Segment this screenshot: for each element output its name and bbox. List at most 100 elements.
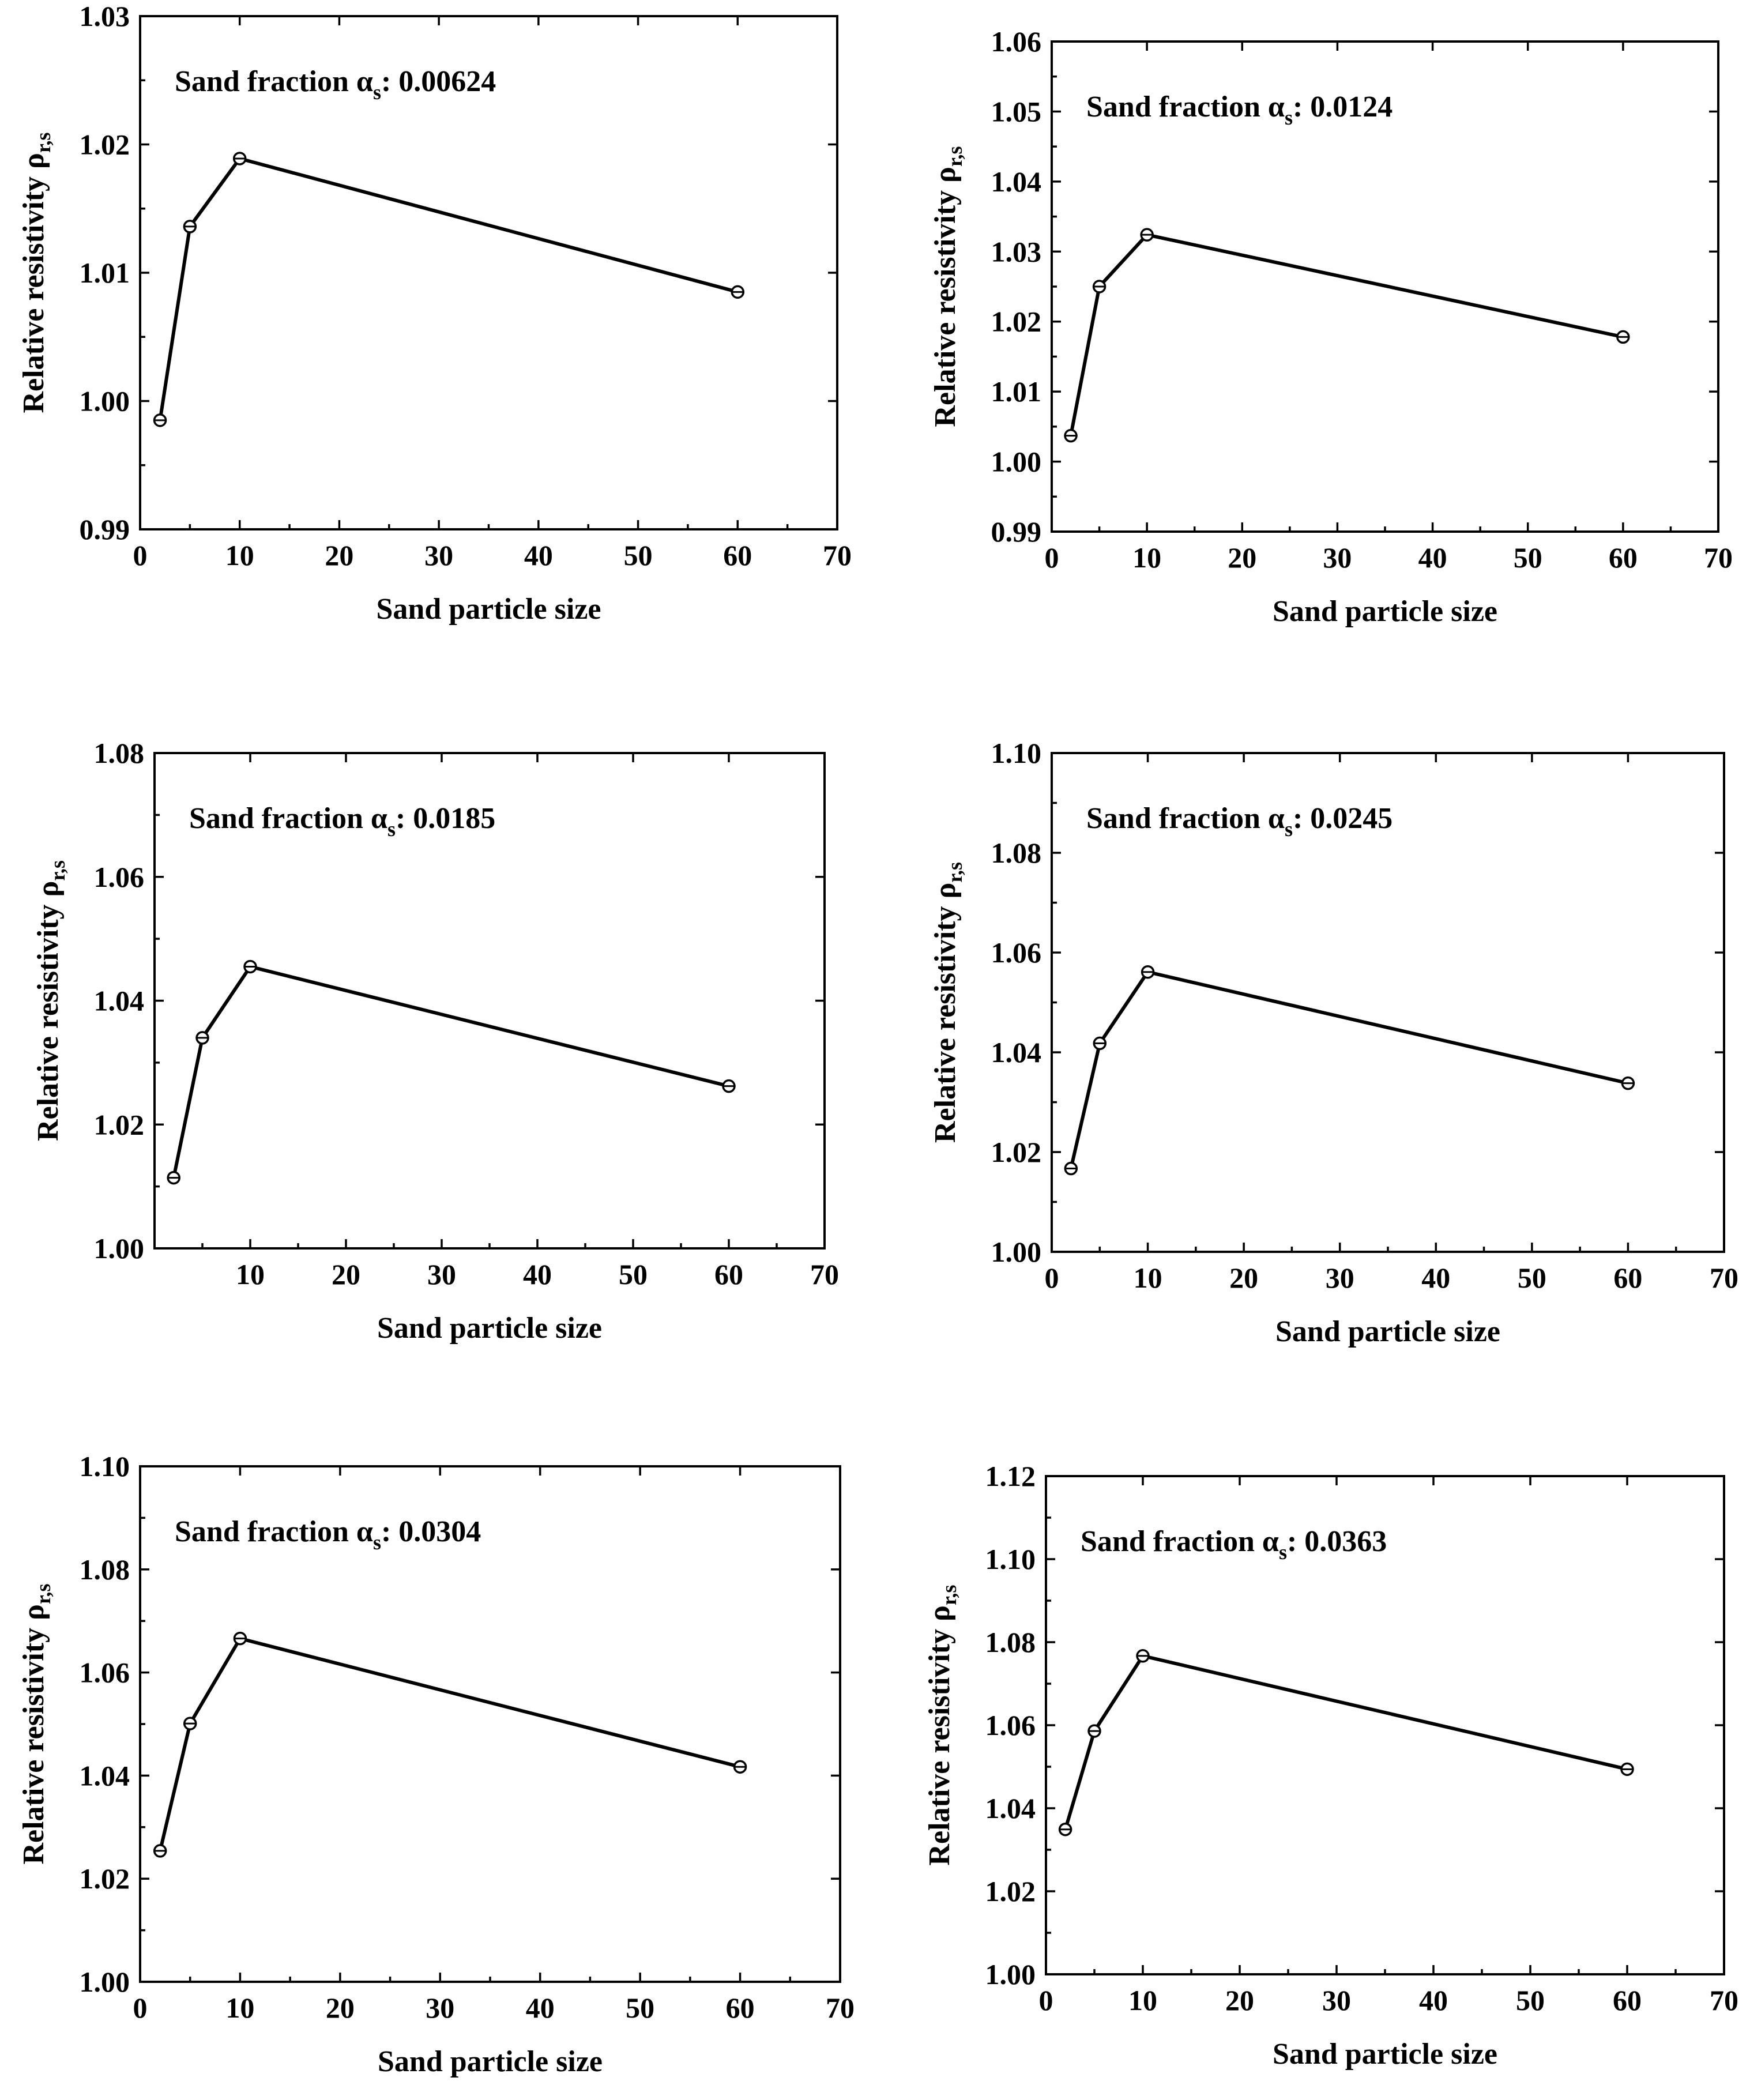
y-tick-label: 1.01	[80, 257, 130, 289]
y-axis-title-subscript: r,s	[32, 1583, 55, 1604]
x-tick-label: 50	[1516, 1984, 1545, 2016]
x-tick-label: 30	[1322, 1984, 1351, 2016]
annotation-prefix: Sand fraction α	[189, 802, 387, 835]
x-tick-label: 20	[326, 1992, 355, 2024]
x-axis-title: Sand particle size	[1273, 2038, 1497, 2071]
x-tick-label: 0	[1045, 1262, 1059, 1294]
x-tick-label: 0	[1039, 1984, 1053, 2016]
series-line	[158, 156, 739, 421]
y-tick-label: 1.00	[80, 385, 130, 417]
x-tick-label: 20	[325, 539, 353, 571]
x-tick-label: 70	[1710, 1262, 1738, 1294]
y-tick-label: 1.02	[80, 1862, 130, 1895]
x-tick-label: 0	[1045, 541, 1059, 574]
y-tick-label: 1.08	[94, 737, 145, 769]
x-tick-label: 10	[1132, 541, 1161, 574]
y-axis-title-main: Relative resistivity ρ	[17, 153, 50, 413]
x-tick-label: 60	[723, 539, 752, 571]
y-tick-label: 1.10	[985, 1543, 1036, 1575]
x-tick-label: 60	[1613, 1262, 1642, 1294]
annotation-subscript: s	[1285, 106, 1293, 129]
x-tick-label: 20	[1225, 1984, 1254, 2016]
annotation-value: : 0.0124	[1293, 91, 1393, 123]
x-tick-label: 60	[726, 1992, 755, 2024]
x-tick-label: 30	[427, 1258, 456, 1290]
y-axis-title: Relative resistivity ρr,s	[17, 1583, 55, 1864]
y-tick-label: 1.05	[991, 95, 1042, 127]
y-tick-label: 1.03	[80, 0, 130, 32]
x-tick-label: 0	[133, 539, 148, 571]
chart-panel-6: 0 10 20 30 40 50 60 70 1.00 1.02 1.04 1.06 1.08 1.10 1…	[923, 1460, 1738, 2071]
x-tick-label: 10	[225, 1992, 254, 2024]
x-tick-label: 70	[810, 1258, 839, 1290]
x-tick-label: 50	[1514, 541, 1542, 574]
x-tick-label: 0	[133, 1992, 148, 2024]
x-tick-label: 60	[714, 1258, 743, 1290]
y-tick-label: 1.02	[985, 1875, 1036, 1907]
y-axis-title-main: Relative resistivity ρ	[923, 1605, 956, 1865]
y-axis-title-subscript: r,s	[32, 132, 55, 153]
y-tick-label: 1.10	[80, 1450, 130, 1482]
y-tick-label: 1.06	[94, 861, 145, 893]
x-tick-label: 20	[1229, 1262, 1258, 1294]
annotation-prefix: Sand fraction α	[1081, 1525, 1279, 1558]
annotation-value: : 0.0185	[396, 802, 495, 835]
x-tick-label: 60	[1609, 541, 1638, 574]
y-tick-label: 1.03	[991, 235, 1042, 268]
y-tick-label: 0.99	[80, 513, 130, 545]
y-tick-label: 1.06	[985, 1709, 1036, 1741]
y-axis-title: Relative resistivity ρr,s	[32, 860, 69, 1141]
x-tick-label: 50	[1518, 1262, 1546, 1294]
annotation-prefix: Sand fraction α	[175, 65, 373, 98]
y-tick-label: 1.00	[991, 1236, 1042, 1268]
y-axis-title: Relative resistivity ρr,s	[17, 132, 55, 413]
chart-panel-3: 10 20 30 40 50 60 70 1.00 1.02 1.04 1.06 1.08 Sand p…	[32, 737, 839, 1345]
x-tick-label: 20	[1228, 541, 1256, 574]
x-axis-title: Sand particle size	[378, 2045, 603, 2078]
annotation-value: : 0.00624	[381, 65, 496, 98]
annotation-subscript: s	[1285, 818, 1293, 841]
x-tick-label: 70	[1704, 541, 1733, 574]
y-axis-title: Relative resistivity ρr,s	[929, 146, 966, 427]
y-axis-title-subscript: r,s	[46, 860, 69, 881]
x-tick-label: 30	[424, 539, 453, 571]
y-tick-label: 1.06	[80, 1657, 130, 1689]
x-tick-label: 60	[1613, 1984, 1642, 2016]
x-tick-label: 40	[524, 539, 553, 571]
y-axis-title-subscript: r,s	[938, 1585, 961, 1605]
annotation-value: : 0.0363	[1287, 1525, 1387, 1558]
series-line	[1069, 233, 1624, 436]
annotation-value: : 0.0304	[381, 1515, 481, 1548]
y-tick-label: 1.08	[985, 1626, 1036, 1658]
chart-panels: 0 10 20 30 40 50 60 70 0.99 1.00 1.01 1.02 1.03 Sand …	[17, 0, 1738, 2078]
x-tick-label: 70	[1710, 1984, 1738, 2016]
x-tick-label: 50	[624, 539, 653, 571]
series-line	[1063, 1654, 1628, 1830]
x-tick-label: 40	[523, 1258, 552, 1290]
x-tick-label: 10	[236, 1258, 265, 1290]
x-tick-label: 20	[332, 1258, 360, 1290]
x-axis-title: Sand particle size	[1273, 595, 1497, 628]
y-tick-label: 1.02	[80, 129, 130, 161]
y-axis-title-subscript: r,s	[943, 146, 966, 167]
x-tick-label: 70	[826, 1992, 855, 2024]
y-axis-title-main: Relative resistivity ρ	[32, 881, 65, 1141]
chart-panel-1: 0 10 20 30 40 50 60 70 0.99 1.00 1.01 1.02 1.03 Sand …	[17, 0, 852, 626]
y-axis-title-main: Relative resistivity ρ	[929, 167, 962, 427]
series-line	[1069, 970, 1629, 1169]
y-tick-label: 1.08	[991, 837, 1042, 869]
y-tick-label: 1.04	[991, 1036, 1042, 1068]
y-tick-label: 1.12	[985, 1460, 1036, 1492]
annotation-subscript: s	[373, 1531, 381, 1554]
y-tick-label: 1.02	[991, 306, 1042, 338]
y-tick-label: 1.01	[991, 375, 1042, 408]
y-axis-title-subscript: r,s	[943, 862, 966, 883]
x-tick-label: 30	[1323, 541, 1352, 574]
annotation-subscript: s	[373, 81, 381, 104]
annotation-prefix: Sand fraction α	[1086, 91, 1285, 123]
y-tick-label: 1.00	[94, 1232, 145, 1264]
y-tick-label: 1.06	[991, 25, 1042, 58]
x-axis-title: Sand particle size	[1275, 1315, 1500, 1348]
sand-fraction-annotation: Sand fraction αs: 0.0185	[189, 802, 495, 841]
